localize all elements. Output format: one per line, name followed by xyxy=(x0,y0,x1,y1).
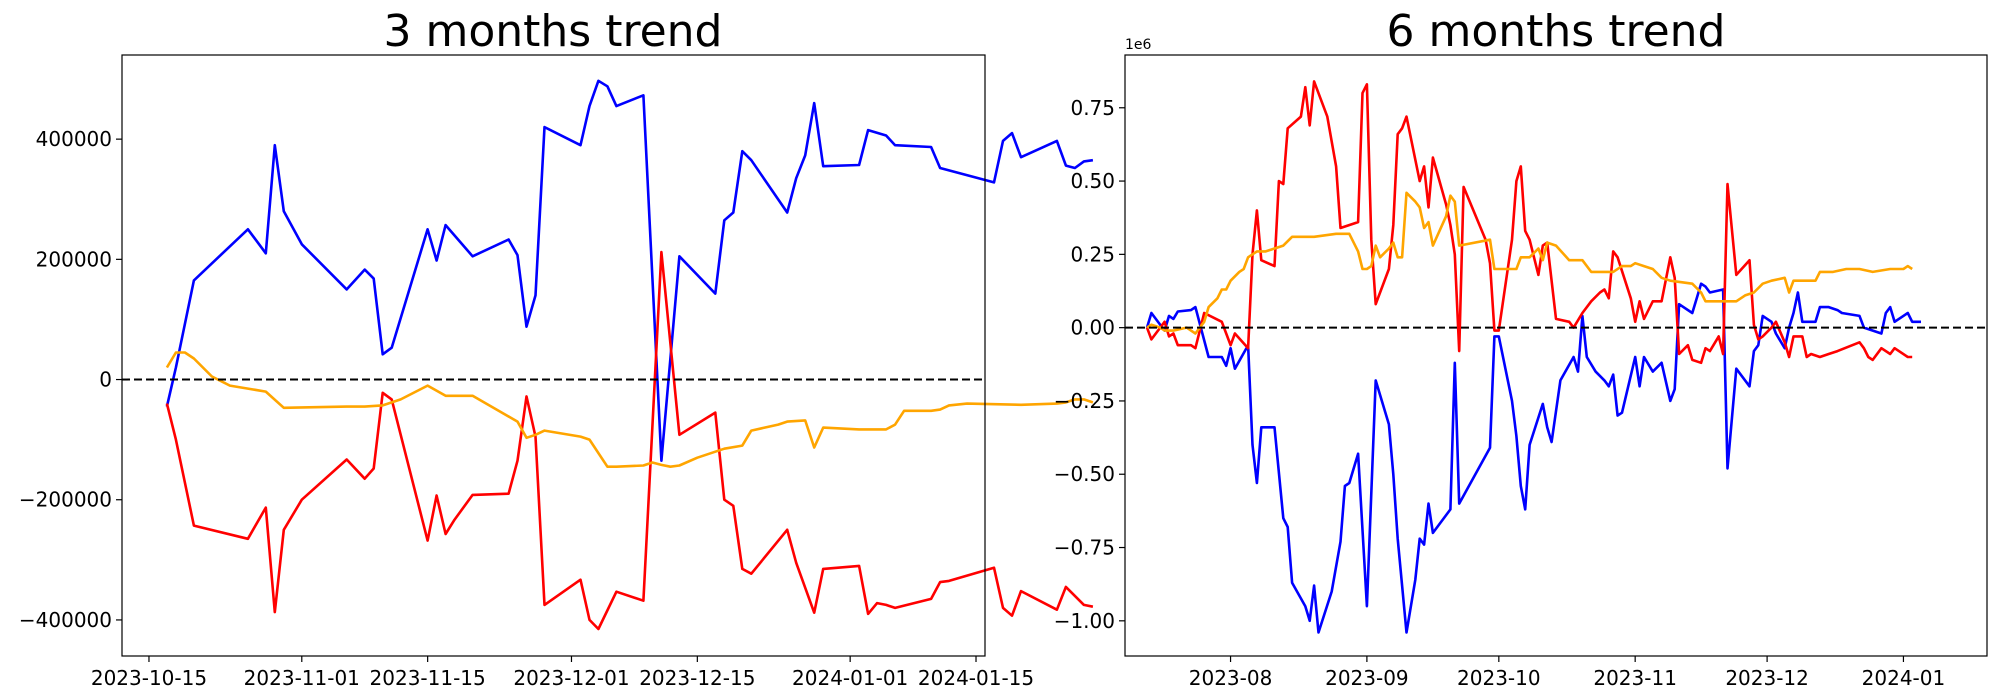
x-tick-label: 2023-10-15 xyxy=(91,666,207,690)
y-tick-label: −0.25 xyxy=(1054,389,1115,413)
chart-title: 6 months trend xyxy=(1387,6,1726,57)
y-tick-label: −400000 xyxy=(19,608,112,632)
y-tick-label: −200000 xyxy=(19,488,112,512)
series-layer xyxy=(1145,80,1921,634)
series-line-2 xyxy=(165,351,1094,468)
x-tick-label: 2024-01-01 xyxy=(792,666,908,690)
series-line-0 xyxy=(1145,282,1921,634)
x-tick-label: 2023-12-01 xyxy=(513,666,629,690)
series-line-2 xyxy=(1146,191,1913,335)
axis-layer: 2023-10-15 2023-11-01 2023-11-15 2023-12-01… xyxy=(19,127,1034,690)
x-tick-label: 2023-11 xyxy=(1593,666,1677,690)
chart-3-months: 3 months trend 2023-10-15 2023-11-01 2023-… xyxy=(19,6,1094,690)
x-tick-label: 2023-08 xyxy=(1189,666,1273,690)
y-tick-label: 0.50 xyxy=(1070,169,1115,193)
x-tick-label: 2023-11-01 xyxy=(244,666,360,690)
y-tick-label: 0.00 xyxy=(1070,316,1115,340)
x-tick-label: 2024-01-15 xyxy=(918,666,1034,690)
x-tick-label: 2023-10 xyxy=(1457,666,1541,690)
chart-6-months: 6 months trend 1e6 2023-08 2023-09 2023-10… xyxy=(1054,6,1988,690)
y-tick-label: −0.75 xyxy=(1054,536,1115,560)
x-tick-label: 2023-11-15 xyxy=(370,666,486,690)
y-tick-label: 0.25 xyxy=(1070,242,1115,266)
plot-frame xyxy=(121,54,986,657)
y-tick-label: 200000 xyxy=(36,247,112,271)
plot-frame xyxy=(1124,54,1988,657)
x-tick-label: 2023-09 xyxy=(1325,666,1409,690)
series-line-0 xyxy=(165,79,1094,462)
y-tick-label: 400000 xyxy=(36,127,112,151)
series-line-1 xyxy=(165,250,1094,631)
x-tick-label: 2023-12 xyxy=(1725,666,1809,690)
y-tick-label: −0.50 xyxy=(1054,462,1115,486)
y-tick-label: −1.00 xyxy=(1054,609,1115,633)
y-tick-label: 0.75 xyxy=(1070,96,1115,120)
x-tick-label: 2024-01 xyxy=(1862,666,1946,690)
y-tick-label: 0 xyxy=(99,368,112,392)
x-tick-label: 2023-12-15 xyxy=(639,666,755,690)
series-layer xyxy=(165,79,1094,631)
series-line-1 xyxy=(1145,80,1913,365)
y-offset-label: 1e6 xyxy=(1125,37,1152,53)
axis-layer: 2023-08 2023-09 2023-10 2023-11 2023-12 2024-… xyxy=(1054,96,1987,690)
chart-title: 3 months trend xyxy=(384,6,723,57)
